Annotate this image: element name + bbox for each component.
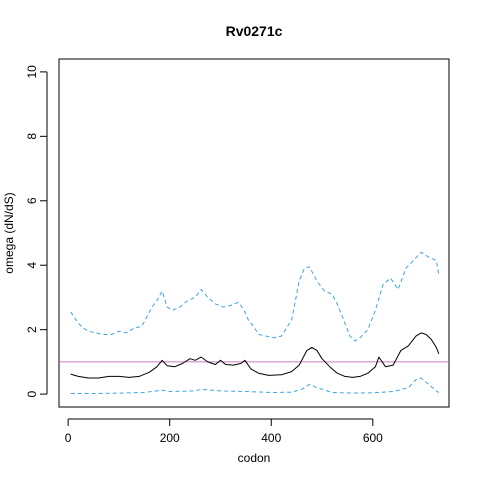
y-axis: 0 2 4 6 8 10 — [25, 65, 48, 397]
y-tick-label: 8 — [25, 133, 39, 140]
y-axis-label: omega (dN/dS) — [2, 192, 16, 273]
plot-area-frame — [58, 58, 450, 408]
x-tick-label: 400 — [261, 431, 281, 445]
x-tick-label: 0 — [65, 431, 72, 445]
y-tick-label: 10 — [25, 65, 39, 79]
x-tick-label: 200 — [160, 431, 180, 445]
y-tick-label: 4 — [25, 262, 39, 269]
series-line-lower — [70, 377, 440, 394]
x-axis: 0 200 400 600 — [65, 418, 383, 445]
x-axis-label: codon — [238, 451, 271, 465]
series-line-upper — [70, 251, 440, 342]
x-tick-label: 600 — [363, 431, 383, 445]
y-tick-label: 0 — [25, 390, 39, 397]
y-tick-label: 6 — [25, 197, 39, 204]
chart-title: Rv0271c — [226, 23, 283, 39]
series-line-mean — [70, 332, 440, 379]
y-tick-label: 2 — [25, 326, 39, 333]
series-layer — [59, 251, 449, 394]
